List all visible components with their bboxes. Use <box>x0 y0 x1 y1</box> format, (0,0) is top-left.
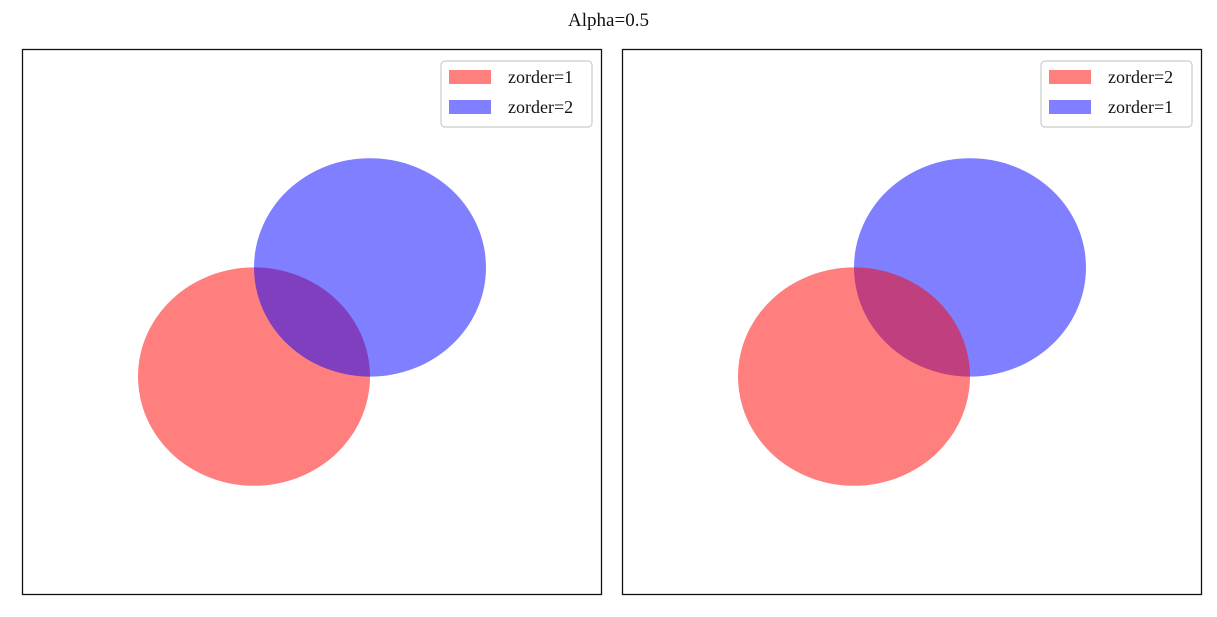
axes-frame <box>21 48 603 596</box>
plot-area <box>738 158 1086 486</box>
figure-title: Alpha=0.5 <box>568 10 649 31</box>
plot-area <box>138 158 486 486</box>
legend-label: zorder=1 <box>1108 97 1173 117</box>
legend-swatch <box>1049 70 1091 84</box>
legend-label: zorder=1 <box>508 67 573 87</box>
legend-swatch <box>1049 100 1091 114</box>
legend-swatch <box>449 100 491 114</box>
axes-frame <box>621 48 1203 596</box>
axes-panel-1: zorder=1 zorder=2 <box>21 48 603 596</box>
axes-panel-2: zorder=2 zorder=1 <box>621 48 1203 596</box>
legend-label: zorder=2 <box>1108 67 1173 87</box>
legend-swatch <box>449 70 491 84</box>
legend: zorder=1 zorder=2 <box>440 60 593 128</box>
circle-zorder-2-blue <box>254 158 486 377</box>
legend: zorder=2 zorder=1 <box>1040 60 1193 128</box>
legend-label: zorder=2 <box>508 97 573 117</box>
circle-zorder-2-red <box>738 267 970 486</box>
